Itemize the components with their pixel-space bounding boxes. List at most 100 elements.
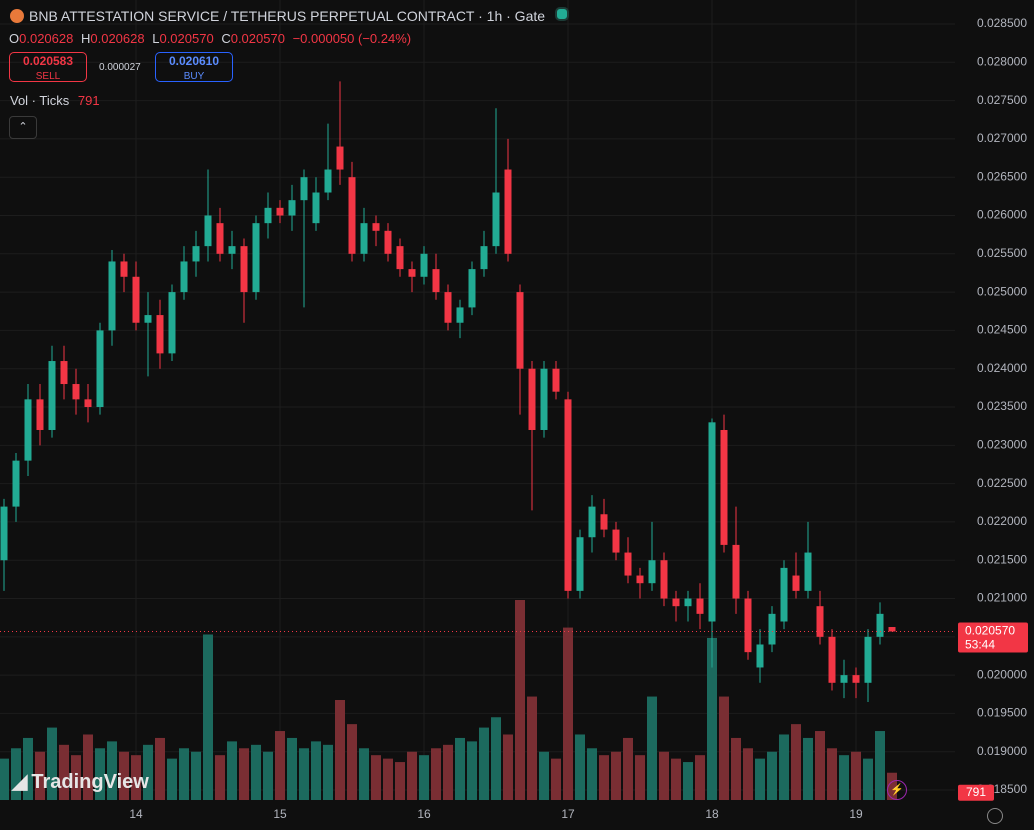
candle-body [0, 506, 8, 561]
volume-bar [131, 755, 141, 800]
volume-layer [0, 600, 897, 800]
candle-body [312, 192, 320, 224]
volume-bar [419, 755, 429, 800]
candle-body [564, 399, 572, 591]
c-label: C [221, 31, 231, 46]
volume-bar [875, 731, 885, 800]
candle-body [888, 627, 896, 632]
volume-bar [479, 727, 489, 800]
candle-body [120, 261, 128, 277]
y-tick-label: 0.027500 [977, 93, 1027, 107]
candle-body [600, 514, 608, 530]
candle-body [144, 315, 152, 323]
volume-bar [83, 734, 93, 800]
y-tick-label: 0.021500 [977, 552, 1027, 566]
y-tick-label: 0.020000 [977, 667, 1027, 681]
countdown: 53:44 [965, 638, 995, 652]
volume-bar [119, 751, 129, 800]
candle-body [204, 215, 212, 247]
volume-bar [635, 755, 645, 800]
change: −0.000050 (−0.24%) [292, 31, 412, 46]
y-tick-label: 0.027000 [977, 131, 1027, 145]
candle-body [780, 567, 788, 622]
y-tick-label: 0.019000 [977, 744, 1027, 758]
volume-bar [863, 758, 873, 800]
candle-body [852, 675, 860, 683]
candle-body [504, 169, 512, 254]
candle-body [492, 192, 500, 247]
volume-bar [143, 744, 153, 800]
volume-bar [467, 741, 477, 800]
candle-body [768, 613, 776, 645]
volume-bar [179, 748, 189, 800]
candle-body [288, 200, 296, 216]
o-label: O [9, 31, 20, 46]
candle-body [420, 253, 428, 277]
volume-legend: Vol · Ticks 791 [10, 93, 100, 108]
volume-bar [719, 696, 729, 800]
x-tick-label: 17 [561, 807, 575, 821]
volume-bar [839, 755, 849, 800]
candle-body [660, 560, 668, 599]
collapse-button[interactable]: ⌃ [9, 116, 37, 139]
y-tick-label: 0.028000 [977, 54, 1027, 68]
y-tick-label: 0.024000 [977, 361, 1027, 375]
sell-button[interactable]: 0.020583 SELL [9, 52, 87, 82]
last-price-label: 0.020570 [965, 624, 1015, 638]
volume-bar [335, 700, 345, 800]
volume-bar [395, 762, 405, 800]
l-value: 0.020570 [159, 31, 214, 46]
volume-bar [407, 751, 417, 800]
volume-bar [431, 748, 441, 800]
volume-bar [95, 748, 105, 800]
candle-body [516, 292, 524, 369]
volume-bar [347, 724, 357, 800]
candle-body [720, 429, 728, 545]
y-tick-label: 0.028500 [977, 16, 1027, 30]
volume-bar [0, 758, 9, 800]
volume-bar [491, 717, 501, 800]
candle-body [24, 399, 32, 461]
candle-body [612, 529, 620, 553]
y-tick-label: 0.026000 [977, 208, 1027, 222]
volume-bar [47, 727, 57, 800]
volume-bar [755, 758, 765, 800]
candle-body [732, 544, 740, 599]
spread: 0.000027 [99, 62, 141, 73]
candle-body [864, 636, 872, 683]
volume-bar [767, 751, 777, 800]
volume-bar [503, 734, 513, 800]
candle-body [276, 207, 284, 216]
lightning-button[interactable]: ⚡ [887, 780, 907, 800]
candle-body [324, 169, 332, 193]
buy-button[interactable]: 0.020610 BUY [155, 52, 233, 82]
y-tick-label: 0.024500 [977, 323, 1027, 337]
header: BNB ATTESTATION SERVICE / TETHERUS PERPE… [10, 7, 569, 24]
candle-body [840, 675, 848, 683]
volume-bar [587, 748, 597, 800]
candle-body [168, 292, 176, 354]
volume-bar [815, 731, 825, 800]
volume-bar [371, 755, 381, 800]
volume-bar [683, 762, 693, 800]
y-tick-label: 0.021000 [977, 591, 1027, 605]
sell-price: 0.020583 [22, 54, 74, 68]
volume-bar [311, 741, 321, 800]
y-tick-label: 0.023000 [977, 437, 1027, 451]
y-tick-label: 0.022500 [977, 476, 1027, 490]
candle-body [192, 246, 200, 262]
settings-button[interactable] [987, 808, 1003, 824]
volume-bar [455, 737, 465, 800]
candle-body [456, 307, 464, 323]
h-value: 0.020628 [90, 31, 145, 46]
volume-bar [275, 731, 285, 800]
o-value: 0.020628 [19, 31, 74, 46]
candle-body [336, 146, 344, 170]
volume-bar [299, 748, 309, 800]
candle-body [264, 207, 272, 224]
candle-body [528, 368, 536, 430]
volume-bar [443, 744, 453, 800]
volume-bar [563, 627, 573, 800]
candle-body [672, 598, 680, 607]
